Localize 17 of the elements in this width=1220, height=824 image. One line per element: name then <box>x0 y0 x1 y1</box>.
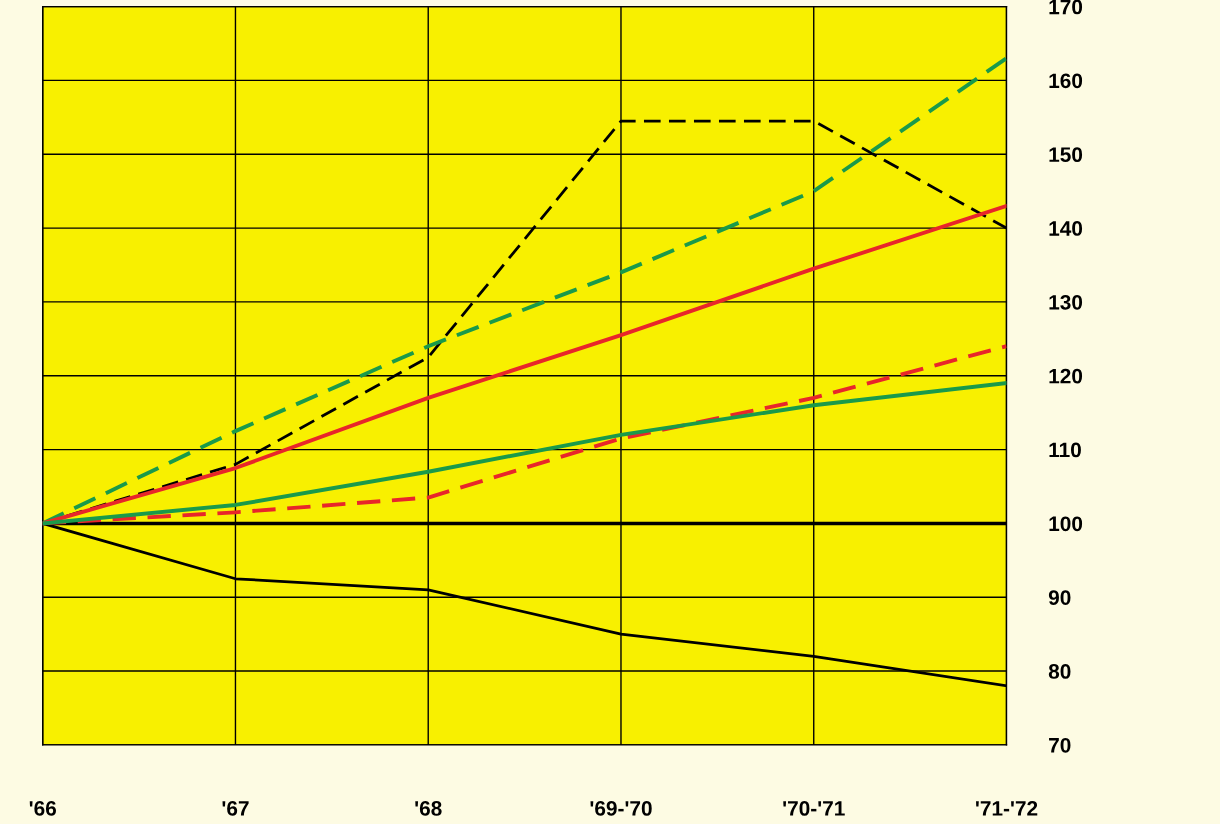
y-tick-label: 90 <box>1048 590 1071 605</box>
x-tick-label: '68 <box>415 801 442 816</box>
y-tick-label: 140 <box>1049 221 1083 236</box>
x-tick-label: '71-'72 <box>976 801 1038 816</box>
y-tick-label: 110 <box>1049 442 1081 458</box>
y-tick-label: 120 <box>1049 368 1083 384</box>
x-tick-label: '66 <box>29 801 57 816</box>
x-tick-label: '67 <box>222 801 249 816</box>
y-tick-label: 170 <box>1049 0 1083 15</box>
y-tick-label: 130 <box>1049 294 1083 310</box>
y-tick-label: 150 <box>1049 147 1083 163</box>
y-tick-label: 160 <box>1049 73 1083 89</box>
x-tick-label: '70-'71 <box>783 801 845 816</box>
y-tick-label: 100 <box>1049 516 1083 532</box>
y-tick-label: 80 <box>1048 664 1071 679</box>
x-tick-label: '69-'70 <box>590 801 652 816</box>
y-tick-label: 70 <box>1049 737 1071 753</box>
